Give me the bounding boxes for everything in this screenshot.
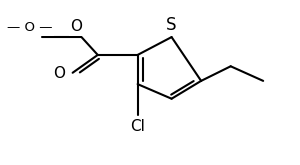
- Text: O: O: [53, 66, 65, 81]
- Text: S: S: [166, 16, 177, 34]
- Text: — O —: — O —: [7, 21, 52, 34]
- Text: Cl: Cl: [130, 118, 145, 133]
- Text: O: O: [70, 19, 83, 34]
